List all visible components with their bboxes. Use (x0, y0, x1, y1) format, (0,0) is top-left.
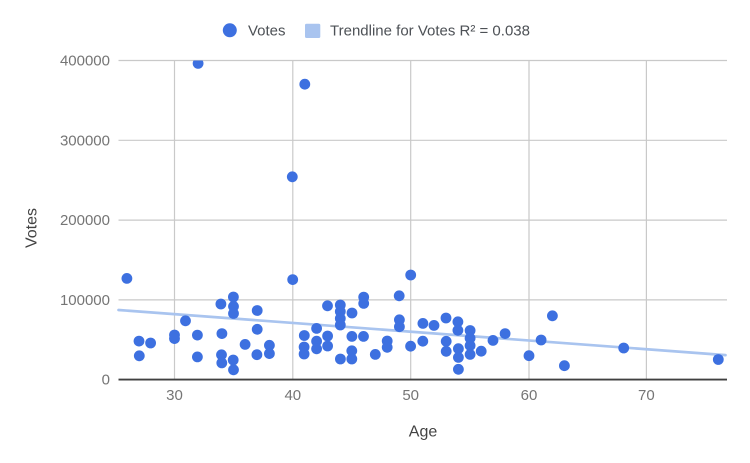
svg-text:50: 50 (402, 387, 419, 404)
svg-text:Trendline for Votes R² = 0.038: Trendline for Votes R² = 0.038 (330, 23, 530, 40)
svg-text:0: 0 (102, 372, 110, 389)
svg-text:Age: Age (409, 424, 438, 441)
svg-text:300000: 300000 (60, 132, 110, 149)
svg-text:30: 30 (166, 387, 183, 404)
svg-text:40: 40 (284, 387, 301, 404)
svg-text:200000: 200000 (60, 212, 110, 229)
svg-text:60: 60 (521, 387, 538, 404)
svg-text:70: 70 (638, 387, 655, 404)
svg-text:100000: 100000 (60, 292, 110, 309)
svg-text:Votes: Votes (248, 23, 286, 40)
svg-text:Votes: Votes (23, 208, 40, 248)
svg-text:400000: 400000 (60, 53, 110, 70)
